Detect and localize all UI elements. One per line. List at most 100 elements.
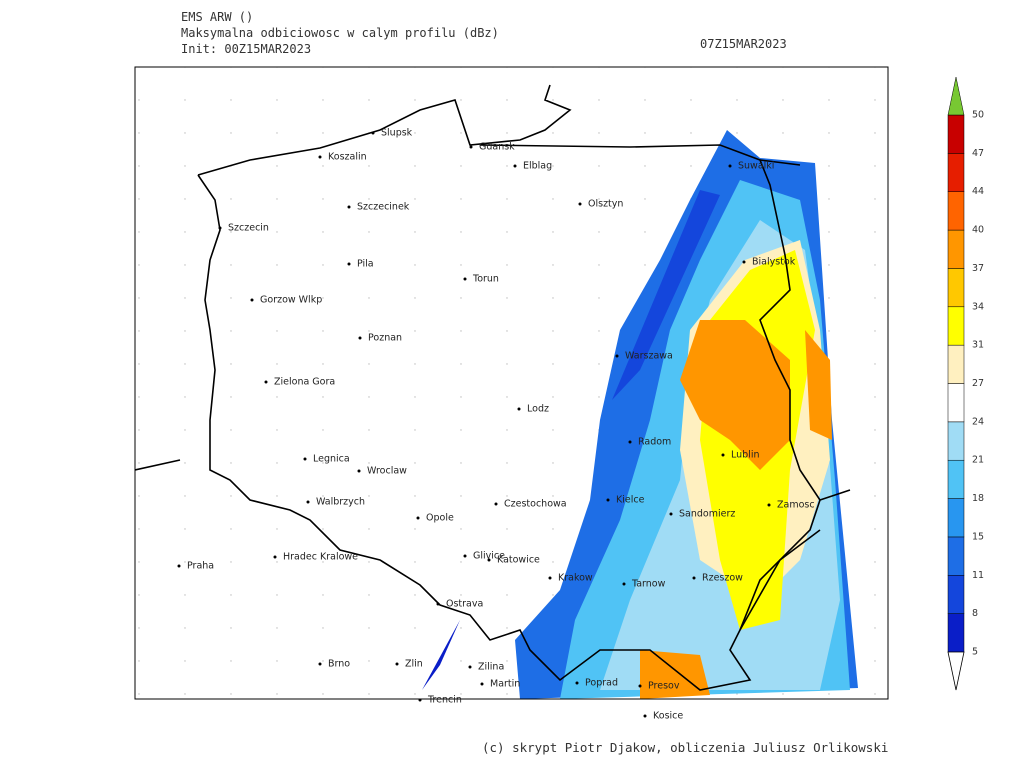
city-dot <box>628 440 632 444</box>
city-label: Lodz <box>527 404 549 415</box>
city-label: Brno <box>328 659 350 670</box>
city-dot <box>358 336 362 340</box>
borders <box>135 84 851 691</box>
city-dot <box>463 554 467 558</box>
colorbar-bin <box>947 306 965 346</box>
city-dot <box>622 582 626 586</box>
city-dot <box>347 205 351 209</box>
city-dot <box>218 226 222 230</box>
colorbar-bin <box>947 421 965 461</box>
map-frame <box>134 66 889 700</box>
colorbar-label: 47 <box>972 148 984 159</box>
city-dot <box>517 407 521 411</box>
city-label: Gorzow Wlkp <box>260 295 322 306</box>
colorbar-label: 5 <box>972 647 978 658</box>
city-dot <box>643 714 647 718</box>
colorbar-label: 37 <box>972 263 984 274</box>
city-dot <box>767 503 771 507</box>
city-dot <box>721 453 725 457</box>
valid-time: 07Z15MAR2023 <box>700 37 787 51</box>
city-dot <box>371 131 375 135</box>
city-dot <box>669 512 673 516</box>
colorbar-label: 44 <box>972 186 984 197</box>
colorbar-bin <box>947 383 965 423</box>
city-dot <box>347 262 351 266</box>
city-dot <box>548 576 552 580</box>
city-dot <box>578 202 582 206</box>
city-label: Zlin <box>405 659 423 670</box>
city-dot <box>357 469 361 473</box>
colorbar-label: 24 <box>972 416 984 427</box>
city-label: Walbrzych <box>316 497 365 508</box>
city-label: Radom <box>638 437 671 448</box>
reflectivity <box>422 130 858 699</box>
city-layer: Slupsk Koszalin Gdansk Elblag Suwalki Olsztyn… <box>177 128 815 722</box>
city-label: Glivice <box>473 551 505 562</box>
city-label: Zilina <box>478 662 504 673</box>
city-label: Martin <box>490 679 520 690</box>
colorbar-label: 50 <box>972 110 984 121</box>
city-dot <box>264 380 268 384</box>
city-label: Kosice <box>653 711 683 722</box>
colorbar-bin <box>947 613 965 653</box>
city-label: Poprad <box>585 678 618 689</box>
city-label: Katowice <box>497 555 540 566</box>
city-label: Lublin <box>731 450 759 461</box>
city-dot <box>487 558 491 562</box>
colorbar-bin <box>947 344 965 384</box>
city-label: Gdansk <box>479 142 515 153</box>
model-title: EMS ARW () <box>181 10 253 24</box>
city-label: Sandomierz <box>679 509 735 520</box>
init-time: Init: 00Z15MAR2023 <box>181 42 311 56</box>
city-label: Tarnow <box>631 579 666 590</box>
city-label: Czestochowa <box>504 499 567 510</box>
city-label: Suwalki <box>738 161 774 172</box>
city-dot <box>303 457 307 461</box>
colorbar-label: 34 <box>972 301 984 312</box>
city-label: Torun <box>472 274 499 285</box>
colorbar-label: 27 <box>972 378 984 389</box>
city-dot <box>306 500 310 504</box>
city-dot <box>469 145 473 149</box>
colorbar-label: 21 <box>972 455 984 466</box>
colorbar-label: 15 <box>972 531 984 542</box>
city-dot <box>513 164 517 168</box>
city-label: Opole <box>426 513 454 524</box>
colorbar-label: 18 <box>972 493 984 504</box>
city-dot <box>480 682 484 686</box>
city-dot <box>436 602 440 606</box>
city-label: Krakow <box>558 573 593 584</box>
city-label: Elblag <box>523 161 552 172</box>
colorbar-bin <box>947 268 965 308</box>
city-label: Warszawa <box>625 351 673 362</box>
city-dot <box>615 354 619 358</box>
city-label: Ostrava <box>446 599 483 610</box>
city-dot <box>494 502 498 506</box>
city-label: Bialystok <box>752 257 796 268</box>
colorbar-bin <box>947 575 965 614</box>
city-label: Rzeszow <box>702 573 743 584</box>
city-dot <box>395 662 399 666</box>
colorbar-label: 11 <box>972 570 984 581</box>
city-label: Olsztyn <box>588 199 623 210</box>
city-label: Presov <box>648 681 680 692</box>
city-dot <box>463 277 467 281</box>
city-label: Hradec Kralowe <box>283 552 358 563</box>
city-label: Zamosc <box>777 500 815 511</box>
city-dot <box>692 576 696 580</box>
colorbar-bin <box>947 153 965 192</box>
field-title: Maksymalna odbiciowosc w calym profilu (… <box>181 26 499 40</box>
city-label: Szczecinek <box>357 202 410 213</box>
colorbar-bin <box>947 229 965 269</box>
city-dot <box>318 662 322 666</box>
colorbar-bin <box>947 498 965 538</box>
city-dot <box>250 298 254 302</box>
city-label: Slupsk <box>381 128 413 139</box>
colorbar: 5 8 11 15 18 21 24 27 31 34 37 40 44 47 50 <box>947 76 984 691</box>
colorbar-label: 40 <box>972 225 984 236</box>
city-label: Legnica <box>313 454 350 465</box>
city-dot <box>418 698 422 702</box>
city-label: Szczecin <box>228 223 269 234</box>
colorbar-bin <box>947 114 965 154</box>
